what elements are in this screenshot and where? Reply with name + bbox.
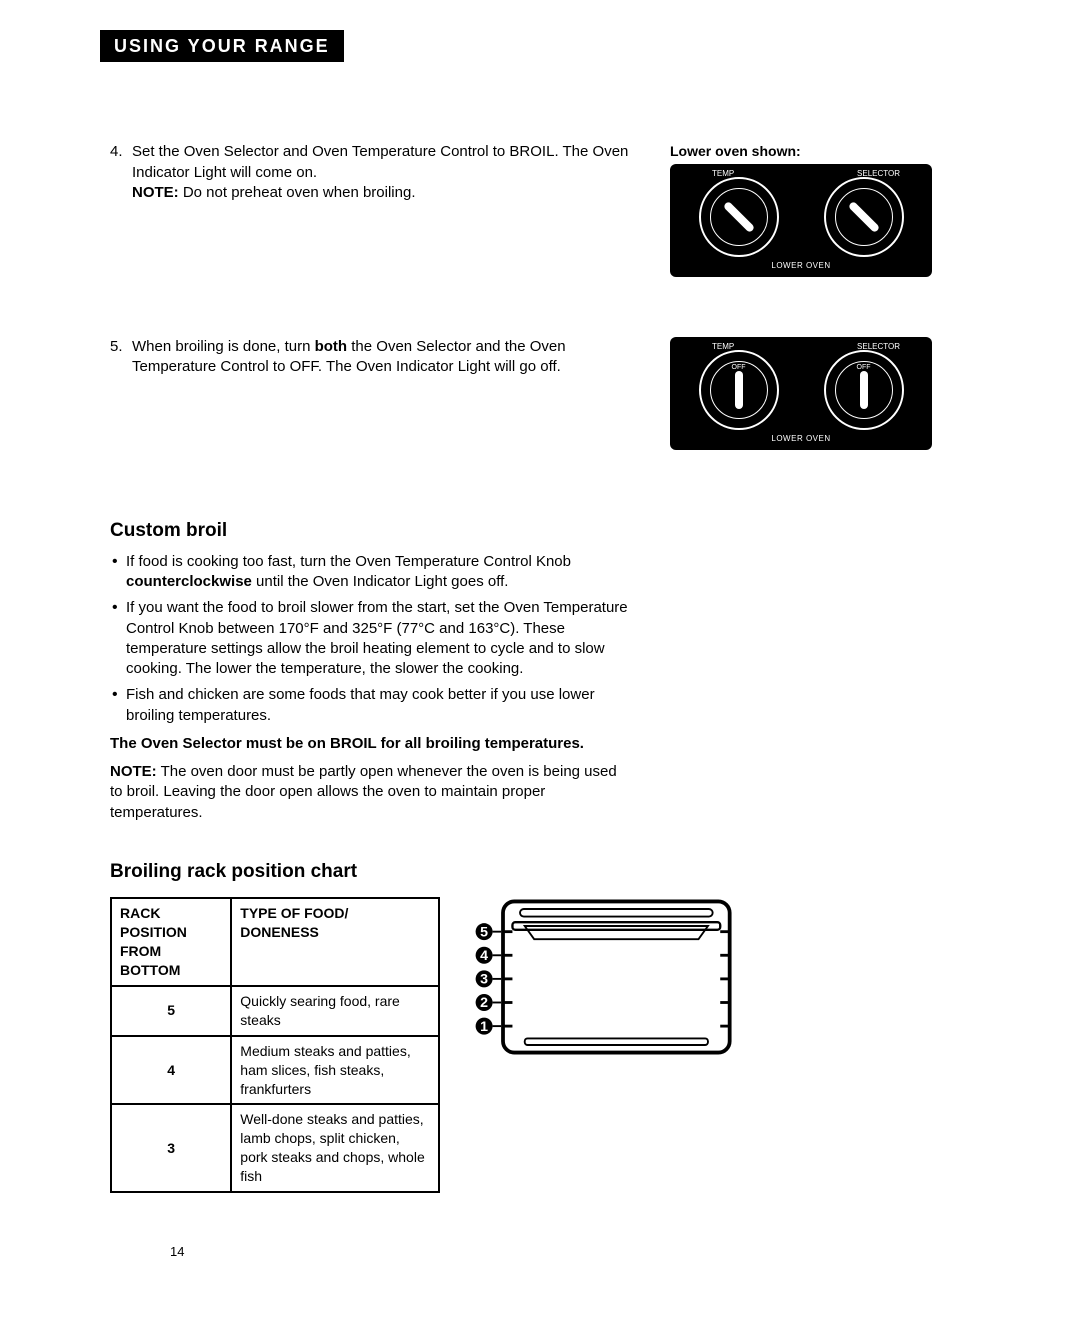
svg-text:5: 5 [480, 925, 488, 941]
note-prefix: NOTE: [132, 184, 179, 201]
table-row: 4 Medium steaks and patties, ham slices,… [111, 1036, 439, 1105]
step-number: 4. [110, 142, 132, 203]
cell-position: 3 [111, 1104, 231, 1192]
step-5: 5. When broiling is done, turn both the … [110, 337, 630, 378]
off-label: OFF [857, 363, 871, 372]
step-text: Set the Oven Selector and Oven Temperatu… [132, 143, 628, 180]
selector-dial-icon: OFF [824, 350, 904, 430]
col-header-food: TYPE OF FOOD/ DONENESS [231, 898, 439, 986]
temp-dial-icon [699, 177, 779, 257]
step-body: When broiling is done, turn both the Ove… [132, 337, 630, 378]
custom-broil-bullets: If food is cooking too fast, turn the Ov… [110, 552, 630, 726]
section-header: USING YOUR RANGE [100, 30, 344, 62]
panel-caption: Lower oven shown: [670, 142, 970, 161]
cell-food: Well-done steaks and patties, lamb chops… [231, 1104, 439, 1192]
note-text: Do not preheat oven when broiling. [179, 184, 416, 201]
selector-dial-icon [824, 177, 904, 257]
svg-text:2: 2 [480, 996, 488, 1012]
step-body: Set the Oven Selector and Oven Temperatu… [132, 142, 630, 203]
svg-text:3: 3 [480, 972, 488, 988]
step-4: 4. Set the Oven Selector and Oven Temper… [110, 142, 630, 203]
step-bold: both [315, 338, 347, 355]
cell-food: Medium steaks and patties, ham slices, f… [231, 1036, 439, 1105]
custom-broil-bold-note: The Oven Selector must be on BROIL for a… [110, 734, 630, 754]
control-panel-off: TEMP SELECTOR OFF OFF LOWER OVEN [670, 337, 932, 450]
temp-dial-icon: OFF [699, 350, 779, 430]
note-body: The oven door must be partly open whenev… [110, 763, 617, 821]
rack-position-table: RACK POSITION FROM BOTTOM TYPE OF FOOD/ … [110, 897, 440, 1193]
step-number: 5. [110, 337, 132, 378]
cell-position: 4 [111, 1036, 231, 1105]
table-row: 5 Quickly searing food, rare steaks [111, 986, 439, 1036]
cell-position: 5 [111, 986, 231, 1036]
step-text-a: When broiling is done, turn [132, 338, 315, 355]
off-label: OFF [732, 363, 746, 372]
svg-text:1: 1 [480, 1019, 488, 1035]
lower-oven-label: LOWER OVEN [771, 261, 830, 272]
table-row: 3 Well-done steaks and patties, lamb cho… [111, 1104, 439, 1192]
svg-text:4: 4 [480, 948, 488, 964]
col-header-position: RACK POSITION FROM BOTTOM [111, 898, 231, 986]
bullet-bold: counterclockwise [126, 573, 252, 590]
bullet-text-b: until the Oven Indicator Light goes off. [252, 573, 509, 590]
cell-food: Quickly searing food, rare steaks [231, 986, 439, 1036]
control-panel-broil: TEMP SELECTOR LOWER OVEN [670, 164, 932, 277]
page-number: 14 [170, 1243, 970, 1261]
oven-diagram-icon: 5 4 3 2 1 [470, 892, 740, 1062]
bullet-text-a: If food is cooking too fast, turn the Ov… [126, 553, 571, 570]
lower-oven-label: LOWER OVEN [771, 434, 830, 445]
custom-broil-note: NOTE: The oven door must be partly open … [110, 762, 630, 823]
bullet-2: If you want the food to broil slower fro… [110, 598, 630, 679]
note-prefix: NOTE: [110, 763, 157, 780]
chart-heading: Broiling rack position chart [110, 859, 970, 885]
bullet-1: If food is cooking too fast, turn the Ov… [110, 552, 630, 593]
bullet-3: Fish and chicken are some foods that may… [110, 685, 630, 726]
custom-broil-heading: Custom broil [110, 518, 970, 544]
